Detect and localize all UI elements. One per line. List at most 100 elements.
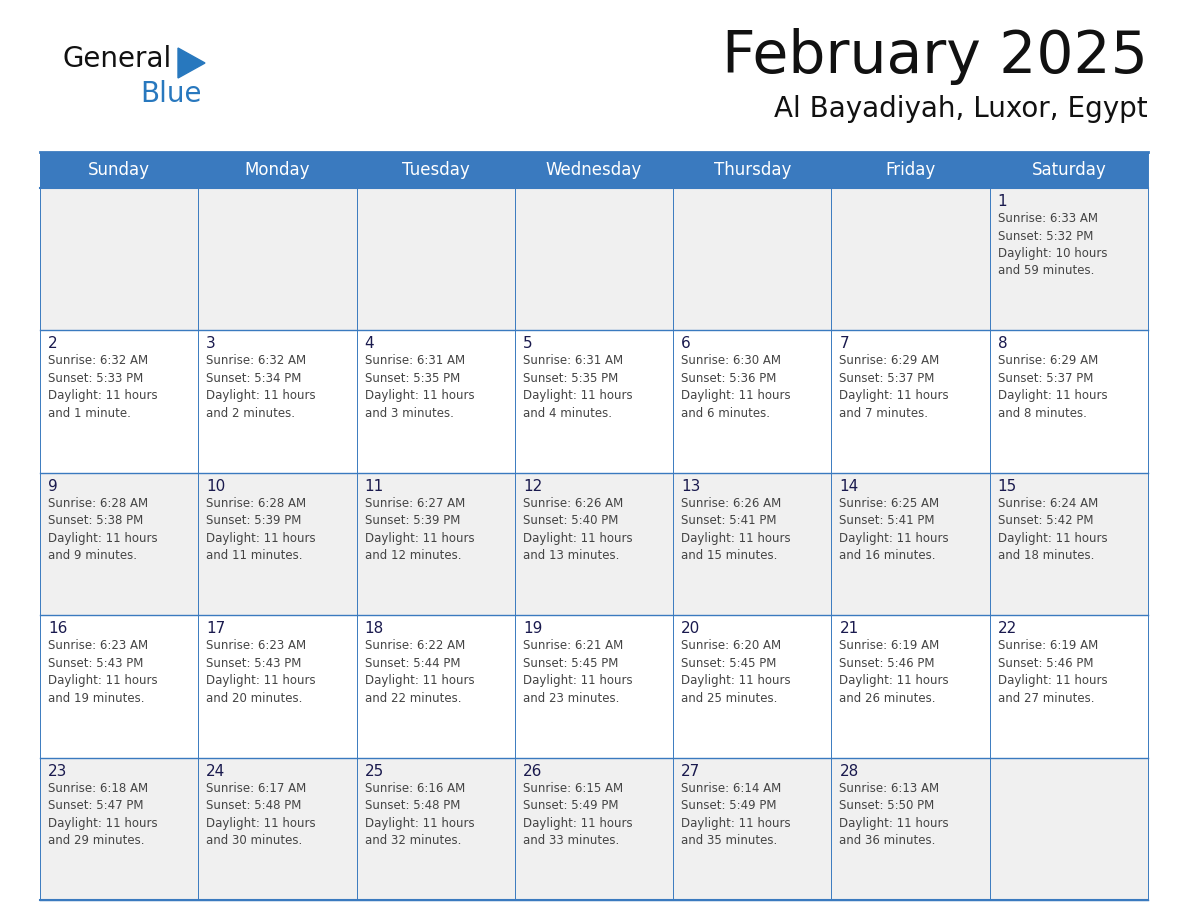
- Text: Sunrise: 6:32 AM
Sunset: 5:33 PM
Daylight: 11 hours
and 1 minute.: Sunrise: 6:32 AM Sunset: 5:33 PM Dayligh…: [48, 354, 158, 420]
- Bar: [40, 473, 198, 615]
- Bar: [674, 473, 832, 615]
- Text: Sunrise: 6:20 AM
Sunset: 5:45 PM
Daylight: 11 hours
and 25 minutes.: Sunrise: 6:20 AM Sunset: 5:45 PM Dayligh…: [681, 639, 791, 705]
- Bar: [198, 615, 356, 757]
- Text: Sunrise: 6:17 AM
Sunset: 5:48 PM
Daylight: 11 hours
and 30 minutes.: Sunrise: 6:17 AM Sunset: 5:48 PM Dayligh…: [207, 781, 316, 847]
- Polygon shape: [178, 48, 206, 78]
- Bar: [40, 152, 198, 188]
- Bar: [832, 473, 990, 615]
- Bar: [832, 188, 990, 330]
- Bar: [198, 473, 356, 615]
- Text: Sunrise: 6:32 AM
Sunset: 5:34 PM
Daylight: 11 hours
and 2 minutes.: Sunrise: 6:32 AM Sunset: 5:34 PM Dayligh…: [207, 354, 316, 420]
- Text: Sunrise: 6:19 AM
Sunset: 5:46 PM
Daylight: 11 hours
and 26 minutes.: Sunrise: 6:19 AM Sunset: 5:46 PM Dayligh…: [840, 639, 949, 705]
- Bar: [674, 615, 832, 757]
- Bar: [198, 152, 356, 188]
- Text: Sunrise: 6:24 AM
Sunset: 5:42 PM
Daylight: 11 hours
and 18 minutes.: Sunrise: 6:24 AM Sunset: 5:42 PM Dayligh…: [998, 497, 1107, 563]
- Text: Sunrise: 6:31 AM
Sunset: 5:35 PM
Daylight: 11 hours
and 4 minutes.: Sunrise: 6:31 AM Sunset: 5:35 PM Dayligh…: [523, 354, 632, 420]
- Text: Sunrise: 6:21 AM
Sunset: 5:45 PM
Daylight: 11 hours
and 23 minutes.: Sunrise: 6:21 AM Sunset: 5:45 PM Dayligh…: [523, 639, 632, 705]
- Text: 7: 7: [840, 336, 849, 352]
- Text: 28: 28: [840, 764, 859, 778]
- Text: Thursday: Thursday: [714, 161, 791, 179]
- Text: Saturday: Saturday: [1031, 161, 1106, 179]
- Bar: [356, 473, 514, 615]
- Text: General: General: [62, 45, 171, 73]
- Text: Tuesday: Tuesday: [402, 161, 469, 179]
- Bar: [990, 152, 1148, 188]
- Text: 3: 3: [207, 336, 216, 352]
- Text: Sunrise: 6:28 AM
Sunset: 5:38 PM
Daylight: 11 hours
and 9 minutes.: Sunrise: 6:28 AM Sunset: 5:38 PM Dayligh…: [48, 497, 158, 563]
- Bar: [356, 330, 514, 473]
- Text: Sunrise: 6:33 AM
Sunset: 5:32 PM
Daylight: 10 hours
and 59 minutes.: Sunrise: 6:33 AM Sunset: 5:32 PM Dayligh…: [998, 212, 1107, 277]
- Text: Sunrise: 6:31 AM
Sunset: 5:35 PM
Daylight: 11 hours
and 3 minutes.: Sunrise: 6:31 AM Sunset: 5:35 PM Dayligh…: [365, 354, 474, 420]
- Text: 18: 18: [365, 621, 384, 636]
- Text: Sunrise: 6:14 AM
Sunset: 5:49 PM
Daylight: 11 hours
and 35 minutes.: Sunrise: 6:14 AM Sunset: 5:49 PM Dayligh…: [681, 781, 791, 847]
- Text: 20: 20: [681, 621, 701, 636]
- Text: 17: 17: [207, 621, 226, 636]
- Text: Sunrise: 6:29 AM
Sunset: 5:37 PM
Daylight: 11 hours
and 7 minutes.: Sunrise: 6:29 AM Sunset: 5:37 PM Dayligh…: [840, 354, 949, 420]
- Bar: [832, 152, 990, 188]
- Text: Sunrise: 6:25 AM
Sunset: 5:41 PM
Daylight: 11 hours
and 16 minutes.: Sunrise: 6:25 AM Sunset: 5:41 PM Dayligh…: [840, 497, 949, 563]
- Text: Sunrise: 6:26 AM
Sunset: 5:40 PM
Daylight: 11 hours
and 13 minutes.: Sunrise: 6:26 AM Sunset: 5:40 PM Dayligh…: [523, 497, 632, 563]
- Bar: [674, 188, 832, 330]
- Text: 4: 4: [365, 336, 374, 352]
- Text: 24: 24: [207, 764, 226, 778]
- Bar: [198, 330, 356, 473]
- Text: Sunrise: 6:23 AM
Sunset: 5:43 PM
Daylight: 11 hours
and 19 minutes.: Sunrise: 6:23 AM Sunset: 5:43 PM Dayligh…: [48, 639, 158, 705]
- Bar: [990, 757, 1148, 900]
- Text: 16: 16: [48, 621, 68, 636]
- Text: 25: 25: [365, 764, 384, 778]
- Bar: [40, 615, 198, 757]
- Text: 1: 1: [998, 194, 1007, 209]
- Text: 5: 5: [523, 336, 532, 352]
- Bar: [990, 330, 1148, 473]
- Text: 22: 22: [998, 621, 1017, 636]
- Bar: [514, 757, 674, 900]
- Bar: [356, 188, 514, 330]
- Bar: [514, 188, 674, 330]
- Text: 13: 13: [681, 479, 701, 494]
- Bar: [990, 615, 1148, 757]
- Text: Sunrise: 6:19 AM
Sunset: 5:46 PM
Daylight: 11 hours
and 27 minutes.: Sunrise: 6:19 AM Sunset: 5:46 PM Dayligh…: [998, 639, 1107, 705]
- Bar: [356, 757, 514, 900]
- Bar: [514, 473, 674, 615]
- Text: February 2025: February 2025: [722, 28, 1148, 85]
- Text: Blue: Blue: [140, 80, 202, 108]
- Text: 19: 19: [523, 621, 542, 636]
- Bar: [990, 188, 1148, 330]
- Bar: [674, 757, 832, 900]
- Bar: [514, 330, 674, 473]
- Text: Sunday: Sunday: [88, 161, 150, 179]
- Text: Sunrise: 6:13 AM
Sunset: 5:50 PM
Daylight: 11 hours
and 36 minutes.: Sunrise: 6:13 AM Sunset: 5:50 PM Dayligh…: [840, 781, 949, 847]
- Bar: [832, 615, 990, 757]
- Text: Sunrise: 6:29 AM
Sunset: 5:37 PM
Daylight: 11 hours
and 8 minutes.: Sunrise: 6:29 AM Sunset: 5:37 PM Dayligh…: [998, 354, 1107, 420]
- Bar: [832, 757, 990, 900]
- Text: Sunrise: 6:22 AM
Sunset: 5:44 PM
Daylight: 11 hours
and 22 minutes.: Sunrise: 6:22 AM Sunset: 5:44 PM Dayligh…: [365, 639, 474, 705]
- Text: 14: 14: [840, 479, 859, 494]
- Text: 23: 23: [48, 764, 68, 778]
- Bar: [198, 757, 356, 900]
- Bar: [356, 152, 514, 188]
- Text: Sunrise: 6:27 AM
Sunset: 5:39 PM
Daylight: 11 hours
and 12 minutes.: Sunrise: 6:27 AM Sunset: 5:39 PM Dayligh…: [365, 497, 474, 563]
- Bar: [832, 330, 990, 473]
- Text: Monday: Monday: [245, 161, 310, 179]
- Bar: [674, 152, 832, 188]
- Bar: [674, 330, 832, 473]
- Bar: [40, 188, 198, 330]
- Bar: [40, 757, 198, 900]
- Text: 27: 27: [681, 764, 701, 778]
- Bar: [514, 615, 674, 757]
- Bar: [40, 330, 198, 473]
- Text: Sunrise: 6:30 AM
Sunset: 5:36 PM
Daylight: 11 hours
and 6 minutes.: Sunrise: 6:30 AM Sunset: 5:36 PM Dayligh…: [681, 354, 791, 420]
- Text: Wednesday: Wednesday: [545, 161, 643, 179]
- Bar: [990, 473, 1148, 615]
- Text: 2: 2: [48, 336, 58, 352]
- Text: Sunrise: 6:15 AM
Sunset: 5:49 PM
Daylight: 11 hours
and 33 minutes.: Sunrise: 6:15 AM Sunset: 5:49 PM Dayligh…: [523, 781, 632, 847]
- Text: 21: 21: [840, 621, 859, 636]
- Text: 8: 8: [998, 336, 1007, 352]
- Text: 10: 10: [207, 479, 226, 494]
- Text: 9: 9: [48, 479, 58, 494]
- Text: 26: 26: [523, 764, 542, 778]
- Bar: [514, 152, 674, 188]
- Text: 15: 15: [998, 479, 1017, 494]
- Text: Sunrise: 6:18 AM
Sunset: 5:47 PM
Daylight: 11 hours
and 29 minutes.: Sunrise: 6:18 AM Sunset: 5:47 PM Dayligh…: [48, 781, 158, 847]
- Text: Sunrise: 6:26 AM
Sunset: 5:41 PM
Daylight: 11 hours
and 15 minutes.: Sunrise: 6:26 AM Sunset: 5:41 PM Dayligh…: [681, 497, 791, 563]
